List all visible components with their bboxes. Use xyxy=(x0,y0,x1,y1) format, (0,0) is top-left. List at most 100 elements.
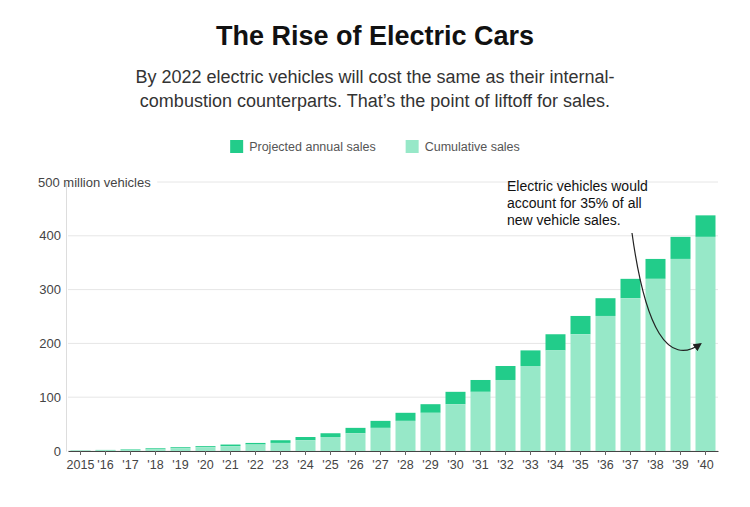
bar xyxy=(146,449,166,451)
x-tick: '40 xyxy=(697,451,713,472)
bar xyxy=(546,350,566,451)
x-tick-mark xyxy=(380,451,381,455)
grid xyxy=(68,182,718,451)
x-tick-label: '31 xyxy=(472,458,488,472)
x-tick-mark xyxy=(155,451,156,455)
x-tick-label: '22 xyxy=(247,458,263,472)
bar xyxy=(96,450,116,451)
x-tick: '23 xyxy=(272,451,288,472)
legend-label: Projected annual sales xyxy=(249,140,375,154)
bar xyxy=(696,215,716,237)
x-tick: '22 xyxy=(247,451,263,472)
legend-item: Projected annual sales xyxy=(230,140,375,154)
x-tick: '24 xyxy=(297,451,313,472)
bar xyxy=(546,334,566,350)
x-tick-label: '38 xyxy=(647,458,663,472)
y-tick: 400 xyxy=(39,228,66,243)
x-tick-mark xyxy=(505,451,506,455)
subtitle: combustion counterparts. That’s the poin… xyxy=(140,91,610,111)
bar xyxy=(621,298,641,451)
bar xyxy=(271,440,291,443)
legend-swatch xyxy=(406,140,419,153)
bar xyxy=(646,279,666,451)
bar xyxy=(396,421,416,451)
chart: The Rise of Electric CarsBy 2022 electri… xyxy=(0,0,750,507)
x-tick-label: '39 xyxy=(672,458,688,472)
bar xyxy=(521,366,541,451)
x-tick-label: '37 xyxy=(622,458,638,472)
x-tick: '27 xyxy=(372,451,388,472)
x-tick-mark xyxy=(180,451,181,455)
x-tick-label: '34 xyxy=(547,458,563,472)
y-axis: 0100200300400500 million vehicles xyxy=(38,175,151,459)
y-tick-label: 200 xyxy=(39,336,61,351)
y-tick: 100 xyxy=(39,390,66,405)
bar xyxy=(596,298,616,316)
bar xyxy=(321,437,341,451)
x-tick: '26 xyxy=(347,451,363,472)
bar xyxy=(446,392,466,404)
x-tick-mark xyxy=(655,451,656,455)
bar xyxy=(121,450,141,451)
x-tick-mark xyxy=(330,451,331,455)
y-axis-line xyxy=(66,183,67,452)
x-tick-label: '40 xyxy=(697,458,713,472)
bar xyxy=(321,433,341,437)
legend: Projected annual salesCumulative sales xyxy=(230,140,520,154)
x-tick-mark xyxy=(530,451,531,455)
annotation-arrow xyxy=(632,233,701,350)
y-tick: 500 million vehicles xyxy=(38,175,151,190)
x-tick: '37 xyxy=(622,451,638,472)
x-axis: 2015'16'17'18'19'20'21'22'23'24'25'26'27… xyxy=(67,451,719,472)
bar xyxy=(196,446,216,447)
x-tick: '34 xyxy=(547,451,563,472)
x-tick-mark xyxy=(705,451,706,455)
bar xyxy=(596,316,616,451)
title: The Rise of Electric Cars xyxy=(216,21,534,51)
bar xyxy=(96,449,116,451)
bar xyxy=(571,334,591,451)
x-tick: '25 xyxy=(322,451,338,472)
x-tick-label: '36 xyxy=(597,458,613,472)
bar xyxy=(196,447,216,451)
x-tick: '28 xyxy=(397,451,413,472)
annotation: Electric vehicles wouldaccount for 35% o… xyxy=(507,178,701,350)
x-tick-label: '20 xyxy=(197,458,213,472)
x-tick-label: '28 xyxy=(397,458,413,472)
y-tick-label: 0 xyxy=(54,444,61,459)
x-tick-mark xyxy=(230,451,231,455)
bar xyxy=(671,259,691,451)
bars xyxy=(71,215,716,451)
x-tick-label: 2015 xyxy=(67,458,95,472)
y-tick-label: 100 xyxy=(39,390,61,405)
y-tick-label: 500 million vehicles xyxy=(38,175,151,190)
bar xyxy=(671,237,691,259)
bar xyxy=(496,366,516,380)
bar xyxy=(371,428,391,451)
bar xyxy=(421,413,441,451)
x-tick-mark xyxy=(130,451,131,455)
x-tick-mark xyxy=(605,451,606,455)
x-tick-mark xyxy=(555,451,556,455)
bar xyxy=(396,413,416,421)
x-tick-label: '30 xyxy=(447,458,463,472)
x-tick: '18 xyxy=(147,451,163,472)
x-tick-label: '24 xyxy=(297,458,313,472)
x-tick-label: '21 xyxy=(222,458,238,472)
annotation-text: Electric vehicles would xyxy=(507,178,648,194)
x-tick-mark xyxy=(405,451,406,455)
bar xyxy=(246,445,266,451)
x-tick: '31 xyxy=(472,451,488,472)
x-tick-mark xyxy=(455,451,456,455)
bar xyxy=(346,428,366,433)
x-tick-mark xyxy=(205,451,206,455)
x-axis-line xyxy=(69,451,719,452)
bar xyxy=(121,449,141,451)
bar xyxy=(521,350,541,366)
bar xyxy=(571,316,591,334)
x-tick-mark xyxy=(105,451,106,455)
bar xyxy=(221,445,241,447)
x-tick-mark xyxy=(630,451,631,455)
x-tick: '20 xyxy=(197,451,213,472)
x-tick-mark xyxy=(305,451,306,455)
